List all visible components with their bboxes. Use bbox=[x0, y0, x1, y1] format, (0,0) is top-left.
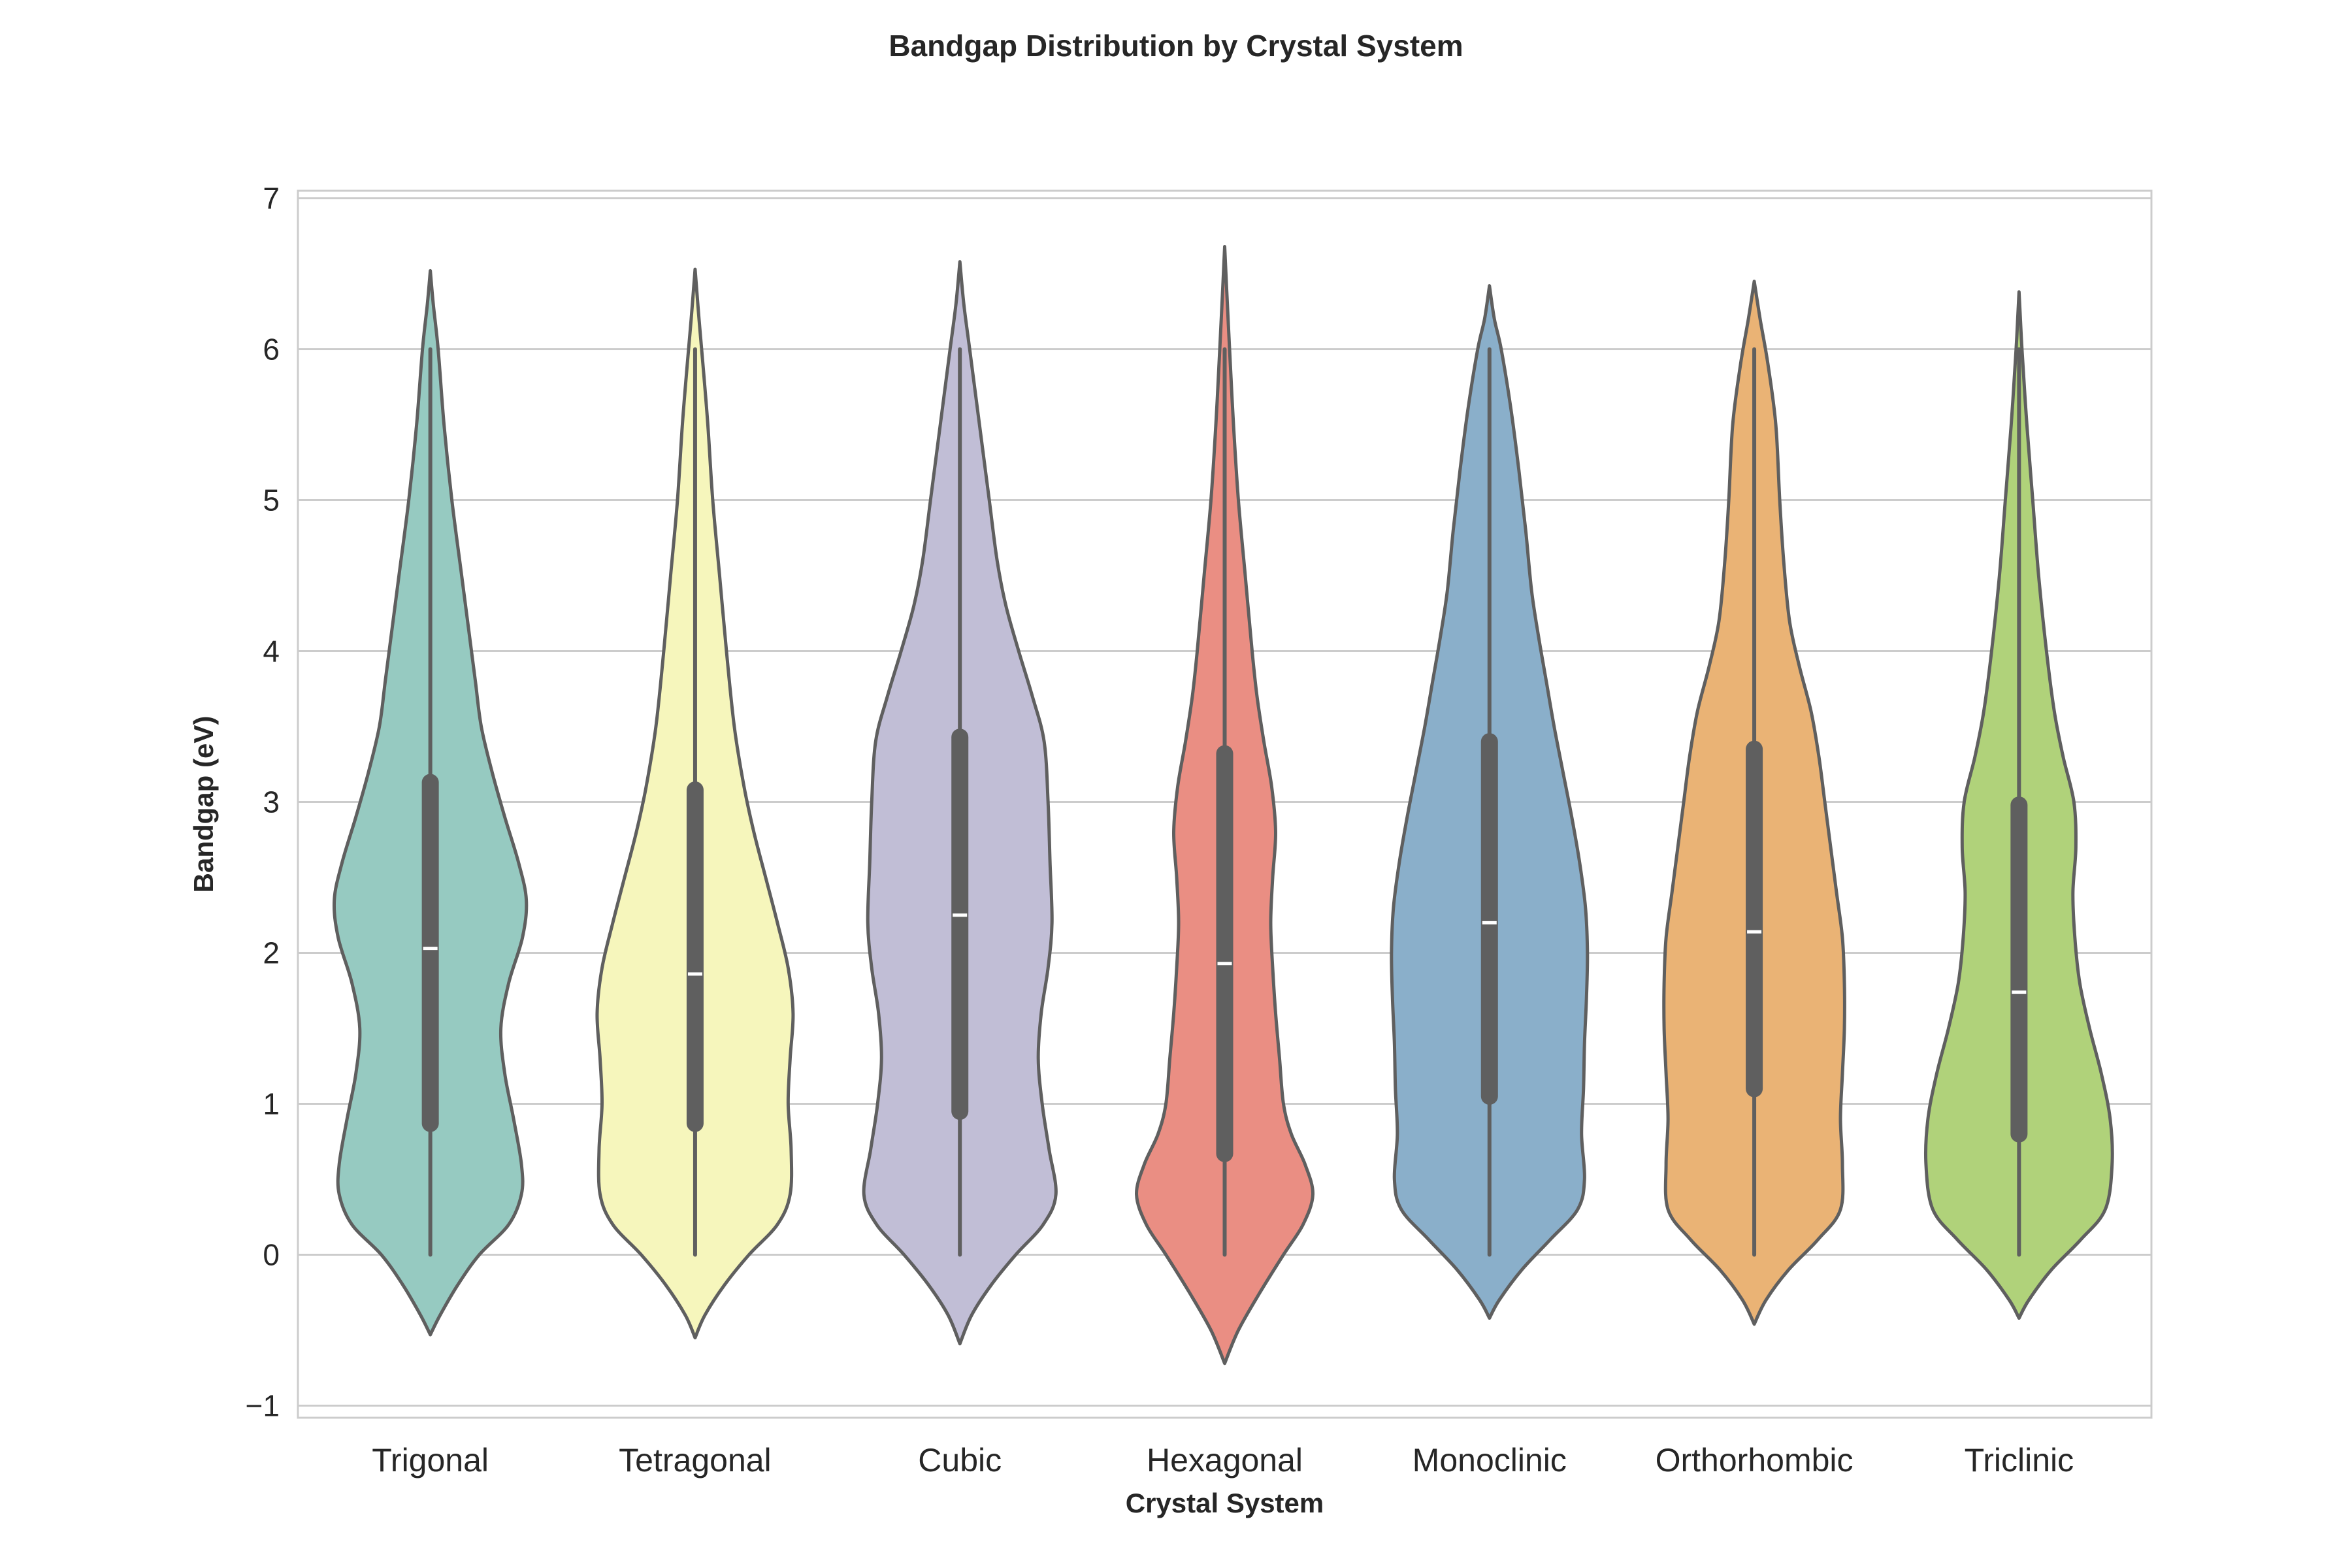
x-axis-label: Crystal System bbox=[1126, 1488, 1324, 1518]
y-axis-label: Bandgap (eV) bbox=[188, 716, 219, 893]
y-tick-label: 0 bbox=[263, 1238, 280, 1272]
x-tick-label: Tetragonal bbox=[619, 1442, 772, 1478]
y-tick-label: 7 bbox=[263, 182, 280, 216]
x-tick-label: Cubic bbox=[918, 1442, 1002, 1478]
y-tick-label: 1 bbox=[263, 1087, 280, 1121]
x-tick-label: Triclinic bbox=[1965, 1442, 2074, 1478]
x-tick-label: Hexagonal bbox=[1147, 1442, 1303, 1478]
x-axis-ticks: Trigonal Tetragonal Cubic Hexagonal Monoclin… bbox=[372, 1442, 2074, 1478]
boxplots bbox=[421, 347, 2028, 1257]
y-tick-label: 2 bbox=[263, 936, 280, 970]
plot-frame bbox=[297, 189, 2153, 1419]
y-axis-ticks: −1 0 1 2 3 4 5 6 7 bbox=[246, 182, 280, 1423]
y-tick-label: 5 bbox=[263, 483, 280, 517]
x-tick-label: Monoclinic bbox=[1413, 1442, 1567, 1478]
y-tick-label: 6 bbox=[263, 333, 280, 367]
x-tick-label: Trigonal bbox=[372, 1442, 489, 1478]
y-tick-label: −1 bbox=[246, 1389, 280, 1423]
y-tick-label: 4 bbox=[263, 634, 280, 668]
y-tick-label: 3 bbox=[263, 785, 280, 819]
chart-title: Bandgap Distribution by Crystal System bbox=[889, 29, 1463, 63]
x-tick-label: Orthorhombic bbox=[1656, 1442, 1854, 1478]
